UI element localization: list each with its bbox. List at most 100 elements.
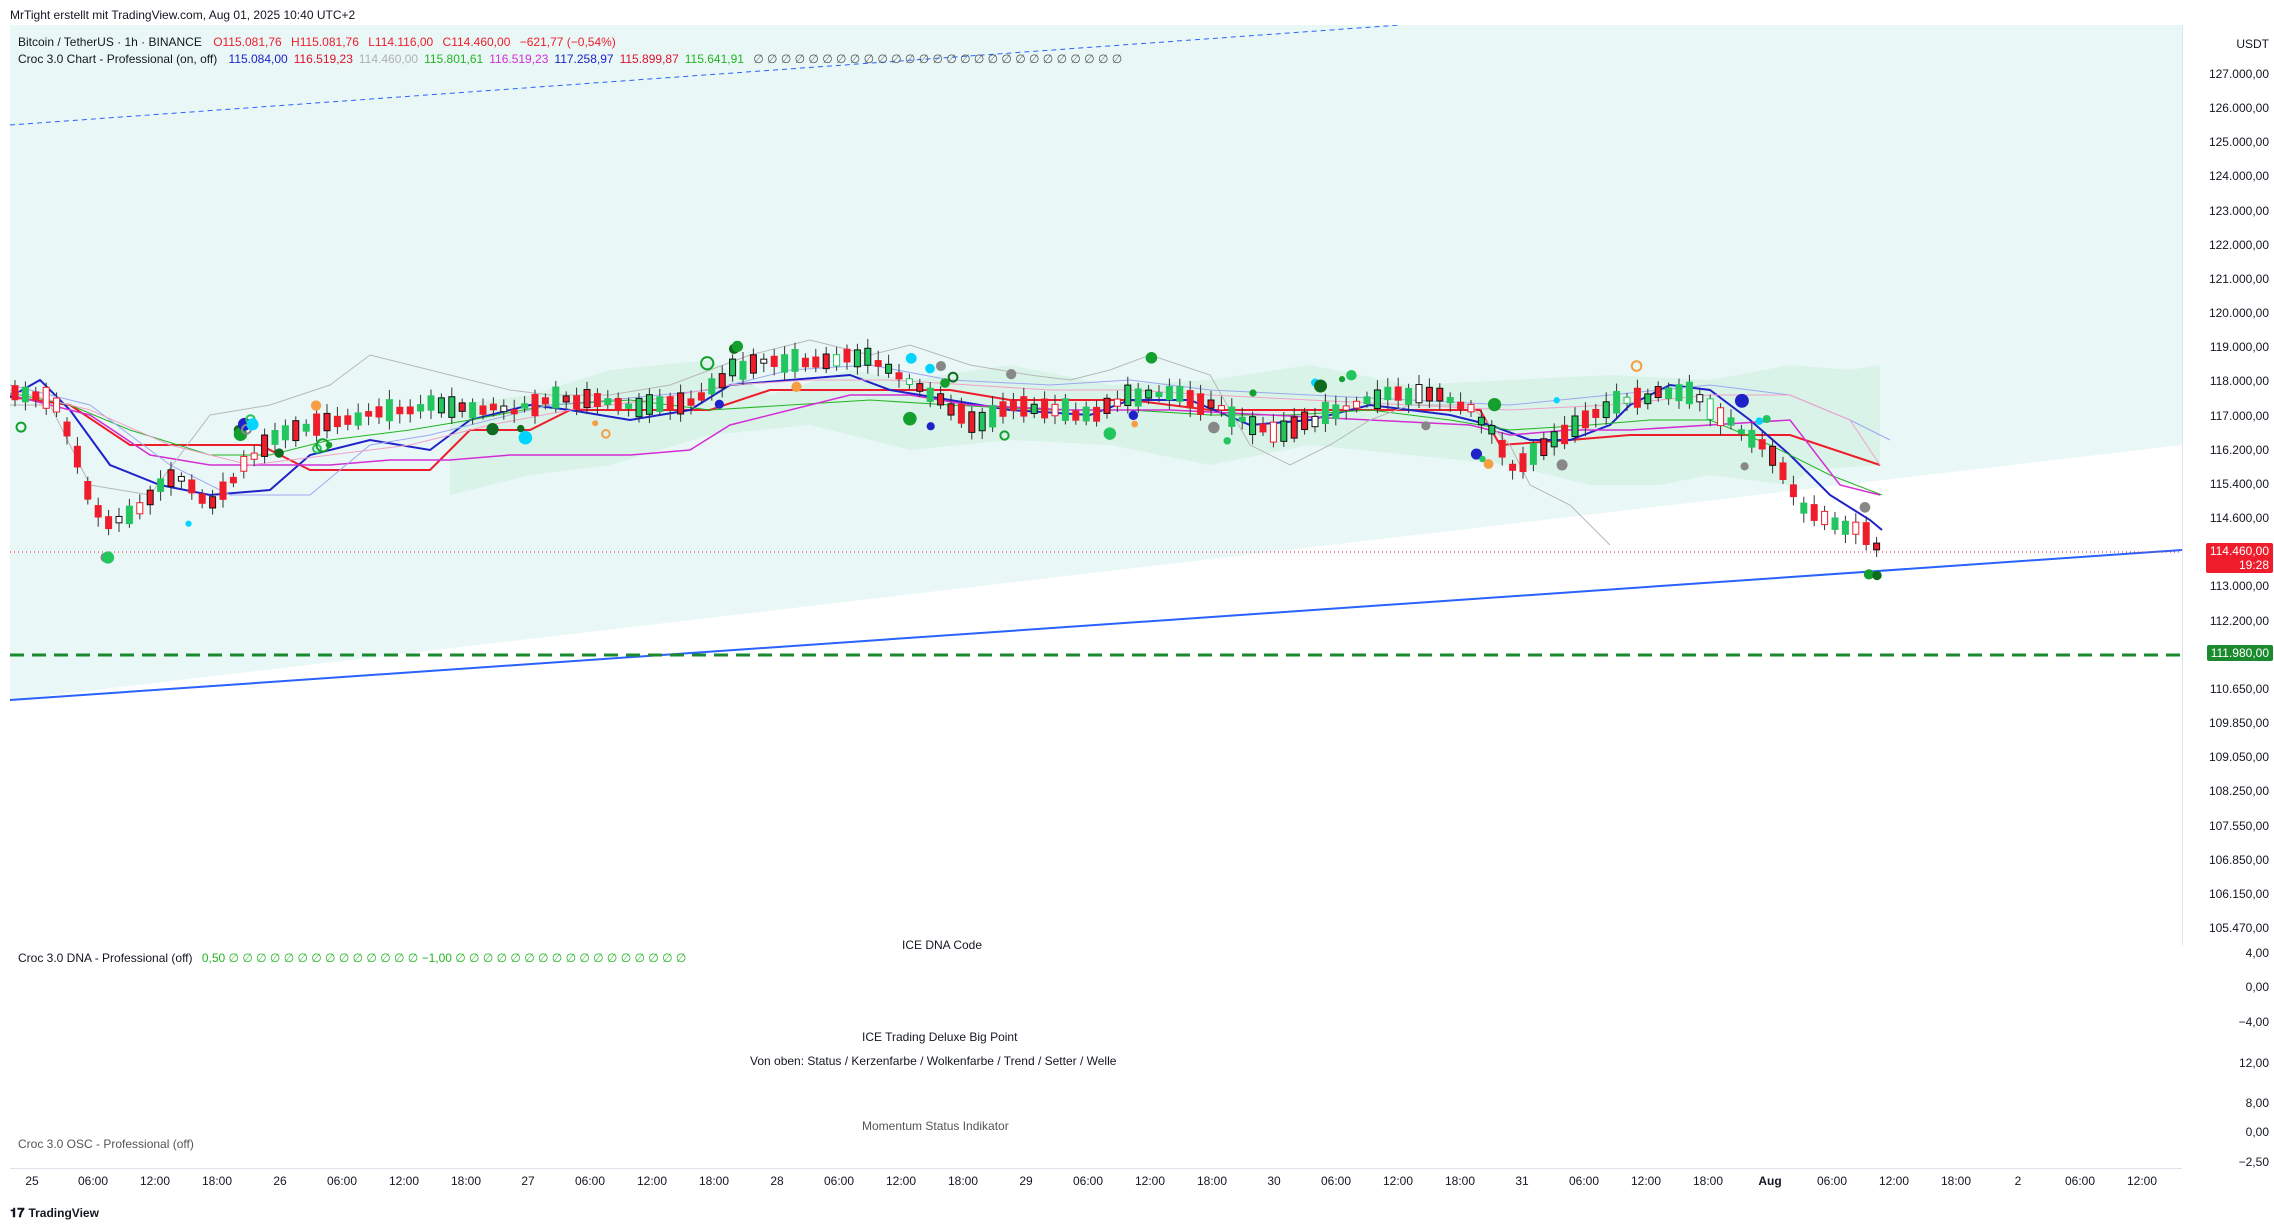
candle-body — [1269, 421, 1277, 443]
indicator-tail: ∅ ∅ ∅ ∅ ∅ ∅ ∅ ∅ ∅ ∅ ∅ ∅ ∅ ∅ ∅ ∅ ∅ ∅ ∅ ∅ … — [753, 52, 1123, 66]
candle-body — [1613, 390, 1621, 414]
change-value: −621,77 (−0,54%) — [519, 35, 616, 49]
osc-legend[interactable]: Croc 3.0 OSC - Professional (off) — [18, 1137, 194, 1151]
candle-body — [1436, 387, 1444, 402]
symbol-legend[interactable]: Bitcoin / TetherUS · 1h · BINANCE O115.0… — [18, 35, 616, 49]
dna-legend[interactable]: Croc 3.0 DNA - Professional (off) 0,50 ∅… — [18, 951, 686, 965]
price-axis[interactable]: USDT 127.000,00 126.000,00 125.000,00 124.0… — [2182, 25, 2274, 1169]
candle-body — [1571, 415, 1579, 438]
candle-body — [323, 412, 331, 432]
candle-body — [437, 397, 445, 414]
time-tick-label: 06:00 — [1568, 1174, 1600, 1188]
upper-trendline[interactable] — [10, 25, 1401, 126]
candle-body — [281, 425, 289, 441]
candle-body — [625, 403, 633, 409]
candle-body — [614, 397, 622, 412]
support-trendline[interactable] — [10, 549, 2182, 701]
time-tick-label: 18:00 — [1196, 1174, 1228, 1188]
candle-body — [1030, 403, 1038, 415]
candle-body — [812, 356, 820, 368]
time-tick-label: 06:00 — [1320, 1174, 1352, 1188]
candle-body — [1706, 398, 1714, 420]
candle-body — [510, 409, 518, 415]
candle-body — [677, 392, 685, 415]
candle-body — [1363, 396, 1371, 405]
candle-body — [1602, 401, 1610, 419]
price-tick-label: 106.850,00 — [2208, 852, 2269, 867]
candle-body — [302, 423, 310, 432]
candle-body — [500, 405, 508, 413]
signal-dot — [1483, 459, 1494, 469]
candle-body — [1654, 386, 1662, 399]
candle-body — [1727, 417, 1735, 426]
time-tick-label: 29 — [1019, 1174, 1033, 1188]
time-axis[interactable]: 25 06:00 12:00 18:00 26 06:00 12:00 18:00 27 06:0… — [10, 1168, 2182, 1193]
candle-body — [1051, 403, 1059, 417]
time-tick-label: 26 — [273, 1174, 287, 1188]
main-chart-pane[interactable] — [10, 25, 2182, 945]
candle-body — [1831, 517, 1839, 530]
time-tick-label: 06:00 — [2064, 1174, 2096, 1188]
signal-dot — [274, 448, 284, 458]
tradingview-logo[interactable]: 𝟏𝟕 TradingView — [10, 1205, 99, 1221]
candle-body — [1592, 408, 1600, 418]
candle-body — [1145, 389, 1153, 399]
candle-body — [448, 396, 456, 418]
signal-dot — [1479, 455, 1486, 463]
candle-body — [1103, 397, 1111, 414]
price-tick-label: 125.000,00 — [2208, 135, 2269, 150]
candle-body — [1873, 542, 1881, 551]
time-tick-label: 06:00 — [326, 1174, 358, 1188]
candle-body — [583, 389, 591, 409]
candle-body — [729, 358, 737, 377]
signal-dot — [185, 520, 192, 527]
candle-body — [1321, 401, 1329, 425]
low-value: L114.116,00 — [368, 35, 434, 49]
signal-dot — [947, 371, 959, 383]
candle-body — [1228, 406, 1236, 427]
candle-body — [635, 397, 643, 418]
candle-body — [63, 421, 71, 437]
candle-body — [469, 402, 477, 419]
signal-dot — [1863, 569, 1875, 580]
candle-body — [94, 505, 102, 518]
signal-dot — [999, 430, 1010, 441]
candle-body — [1009, 400, 1017, 412]
candle-body — [822, 353, 830, 370]
time-tick-label: 2 — [2014, 1174, 2022, 1188]
candle-body — [417, 404, 425, 412]
candle-body — [84, 480, 92, 500]
candle-body — [1311, 415, 1319, 428]
candle-body — [188, 479, 196, 494]
signal-dot — [1145, 352, 1158, 364]
price-tick-label: 107.550,00 — [2208, 818, 2269, 833]
signal-dot — [1208, 421, 1220, 434]
candle-body — [947, 403, 955, 416]
candle-body — [1394, 386, 1402, 401]
price-tick-label: 123.000,00 — [2208, 203, 2269, 218]
candle-body — [666, 396, 674, 411]
indicator-legend[interactable]: Croc 3.0 Chart - Professional (on, off) … — [18, 52, 1122, 66]
time-tick-label: 30 — [1267, 1174, 1281, 1188]
candle-body — [198, 493, 206, 504]
time-tick-label: 12:00 — [1134, 1174, 1166, 1188]
candle-body — [1425, 386, 1433, 402]
candle-body — [531, 394, 539, 417]
dna-legend-name: Croc 3.0 DNA - Professional (off) — [18, 951, 193, 965]
bigpoint-axis-bottom: 8,00 — [2245, 1096, 2269, 1110]
candle-body — [42, 386, 50, 409]
candle-body — [365, 411, 373, 417]
candle-body — [1498, 439, 1506, 458]
tv-logo-icon: 𝟏𝟕 — [10, 1205, 25, 1220]
time-tick-label: 06:00 — [823, 1174, 855, 1188]
time-tick-label: 12:00 — [1382, 1174, 1414, 1188]
osc-axis-top: 0,00 — [2245, 1125, 2269, 1139]
price-tick-label: 122.000,00 — [2208, 237, 2269, 252]
candle-body — [573, 395, 581, 410]
signal-dot — [1487, 397, 1502, 412]
price-tick-label: 114.600,00 — [2209, 511, 2269, 526]
candle-body — [479, 405, 487, 415]
candle-body — [458, 402, 466, 412]
dna-axis-mid: 0,00 — [2245, 980, 2269, 994]
candle-body — [1020, 396, 1028, 417]
